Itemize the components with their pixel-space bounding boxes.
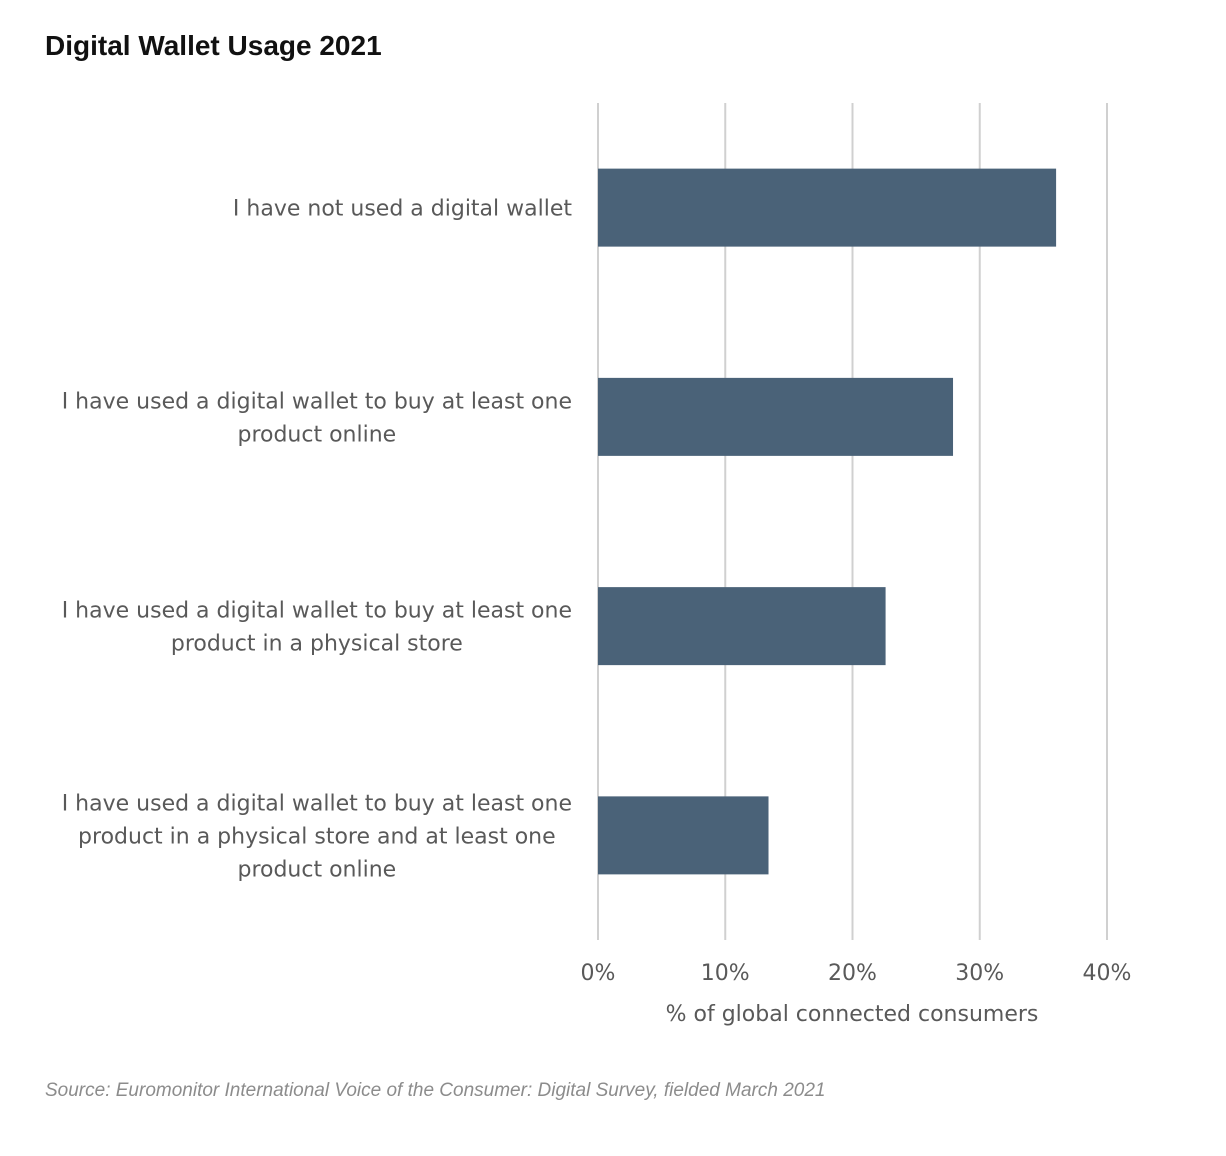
category-label-3: I have used a digital wallet to buy at l… — [62, 791, 572, 882]
bar-1 — [598, 377, 954, 456]
bar-chart: I have not used a digital wallet I have u… — [62, 103, 1132, 1027]
x-axis-title: % of global connected consumers — [666, 1002, 1039, 1027]
source-note: Source: Euromonitor International Voice … — [45, 1080, 826, 1101]
category-labels: I have not used a digital wallet I have u… — [62, 197, 573, 883]
bars — [598, 168, 1057, 875]
category-label-0: I have not used a digital wallet — [233, 197, 572, 222]
bar-0 — [598, 168, 1057, 247]
bar-3 — [598, 796, 769, 875]
x-tick-label-4: 40% — [1083, 961, 1132, 986]
chart-title: Digital Wallet Usage 2021 — [45, 30, 382, 61]
category-label-1: I have used a digital wallet to buy at l… — [62, 389, 572, 447]
x-tick-label-0: 0% — [581, 961, 616, 986]
x-tick-label-2: 20% — [828, 961, 877, 986]
x-tick-labels: 0% 10% 20% 30% 40% — [581, 961, 1132, 986]
x-tick-label-1: 10% — [701, 961, 750, 986]
bar-2 — [598, 587, 886, 666]
x-tick-label-3: 30% — [955, 961, 1004, 986]
category-label-2: I have used a digital wallet to buy at l… — [62, 599, 572, 657]
